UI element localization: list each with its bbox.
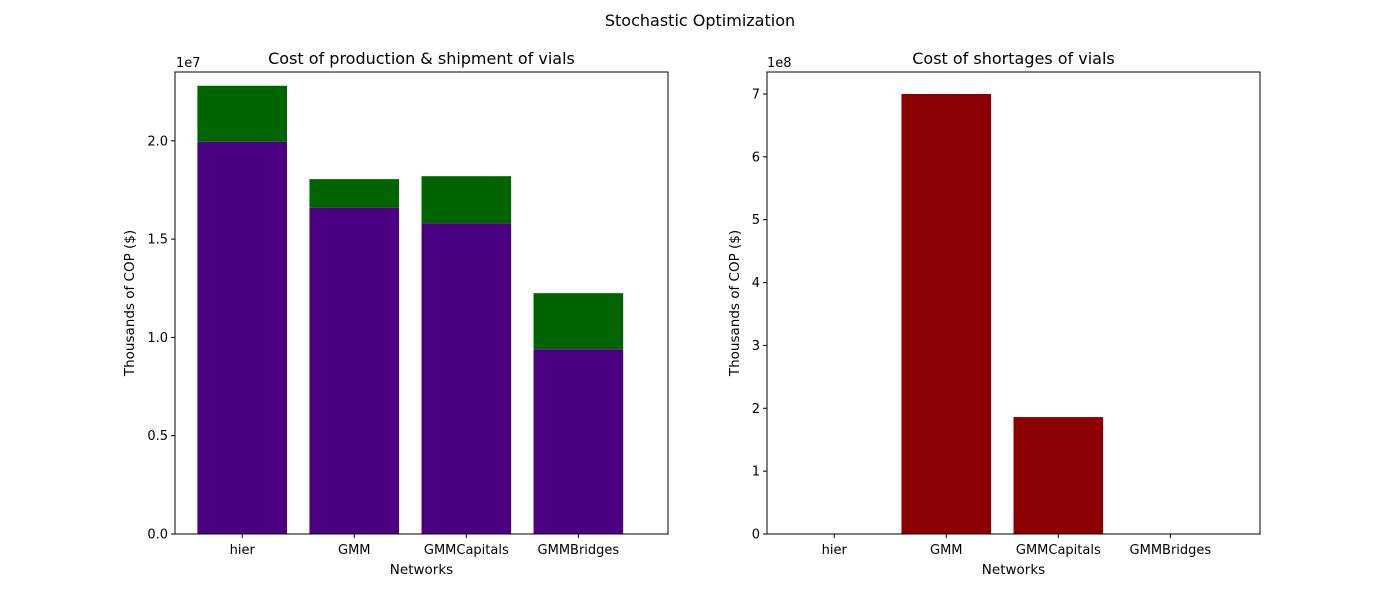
right-chart-ytick-label: 3 [752, 339, 760, 354]
right-chart-xtick-label: GMMCapitals [1016, 543, 1101, 558]
right-chart-axes-frame [766, 71, 1261, 535]
left-chart-xlabel: Networks [390, 562, 453, 578]
right-chart-ylabel: Thousands of COP ($) [727, 230, 743, 377]
left-chart-ytick-label: 0.0 [147, 528, 168, 543]
right-chart-ytick-label: 7 [752, 88, 760, 103]
left-chart-bar-GMM-segment-1 [309, 207, 400, 534]
right-chart-title: Cost of shortages of vials [912, 49, 1115, 68]
left-chart-bar-GMMCapitals-segment-2 [421, 176, 512, 224]
left-chart-bar-GMMBridges-segment-1 [533, 349, 624, 534]
right-chart-xtick-label: hier [822, 543, 848, 558]
right-chart-bar-GMM [901, 94, 992, 534]
left-chart-bar-GMM-segment-2 [309, 179, 400, 208]
left-chart-bar-GMMCapitals-segment-1 [421, 223, 512, 534]
left-chart-bar-GMMBridges-segment-2 [533, 293, 624, 350]
right-chart-ytick-label: 1 [752, 465, 760, 480]
right-chart-xtick-label: GMMBridges [1130, 543, 1212, 558]
right-chart-ytick-label: 6 [752, 150, 760, 165]
figure-suptitle: Stochastic Optimization [605, 11, 795, 30]
left-chart-xtick-label: GMM [338, 543, 371, 558]
left-chart-axes-frame [174, 71, 669, 535]
right-chart-ytick-label: 5 [752, 213, 760, 228]
left-chart-ytick-label: 1.0 [147, 331, 168, 346]
left-chart-ylabel: Thousands of COP ($) [122, 230, 138, 377]
right-chart-bar-GMMCapitals [1013, 417, 1104, 534]
left-chart-bar-hier-segment-2 [197, 85, 288, 142]
right-chart-offset-label: 1e8 [767, 56, 792, 71]
left-chart-ytick-label: 2.0 [147, 134, 168, 149]
left-chart-ytick-label: 0.5 [147, 429, 168, 444]
right-chart-ytick-label: 2 [752, 402, 760, 417]
right-chart-ytick-label: 0 [752, 528, 760, 543]
left-chart-xtick-label: GMMBridges [538, 543, 620, 558]
left-chart-title: Cost of production & shipment of vials [268, 49, 575, 68]
left-chart-bar-hier-segment-1 [197, 141, 288, 534]
left-chart-xtick-label: hier [230, 543, 256, 558]
right-chart: Cost of shortages of vials Networks Thou… [727, 49, 1261, 578]
right-chart-ytick-label: 4 [752, 276, 760, 291]
right-chart-xlabel: Networks [982, 562, 1045, 578]
left-chart: Cost of production & shipment of vials N… [122, 49, 669, 578]
left-chart-xtick-label: GMMCapitals [424, 543, 509, 558]
right-chart-xtick-label: GMM [930, 543, 963, 558]
left-chart-offset-label: 1e7 [176, 56, 201, 71]
left-chart-ytick-label: 1.5 [147, 233, 168, 248]
